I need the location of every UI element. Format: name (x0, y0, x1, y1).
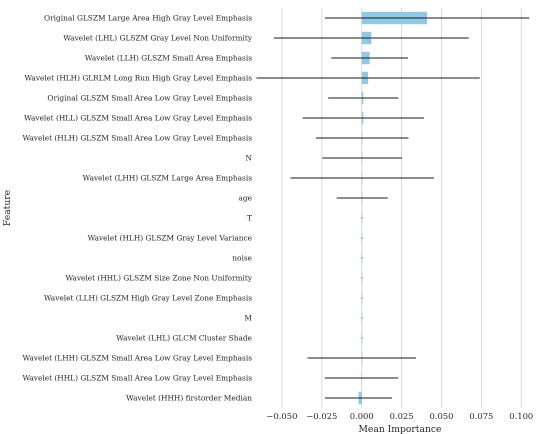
feature-label: Wavelet (HHL) GLSZM Small Area Low Gray … (22, 374, 252, 383)
feature-label: Original GLSZM Large Area High Gray Leve… (44, 14, 252, 23)
feature-label: Wavelet (LHH) GLSZM Large Area Emphasis (83, 174, 253, 183)
feature-label: Wavelet (LLH) GLSZM Small Area Emphasis (85, 54, 252, 63)
feature-label: Wavelet (HHL) GLSZM Size Zone Non Unifor… (65, 274, 252, 283)
feature-label: Wavelet (LLH) GLSZM High Gray Level Zone… (44, 294, 252, 303)
x-tick-label: 0.075 (469, 411, 493, 421)
feature-label: Wavelet (HLL) GLSZM Small Area Low Gray … (24, 114, 252, 123)
x-tick-label: 0.100 (509, 411, 533, 421)
feature-label: Wavelet (HHH) firstorder Median (126, 394, 252, 403)
feature-label: Wavelet (LHL) GLSZM Gray Level Non Unifo… (63, 34, 253, 43)
grid-layer (281, 8, 522, 408)
bar-layer (358, 11, 428, 405)
x-tick-label: −0.050 (266, 411, 297, 421)
x-tick-label: 0.000 (350, 411, 374, 421)
x-tick-label: −0.025 (306, 411, 337, 421)
feature-label: noise (232, 254, 252, 263)
feature-label: T (247, 214, 252, 223)
feature-label: Wavelet (HLH) GLRLM Long Run High Gray L… (24, 74, 252, 83)
x-tick-label: 0.050 (429, 411, 453, 421)
label-layer: −0.050 −0.025 0.000 0.025 0.050 0.075 0.100 Ori… (22, 14, 533, 421)
feature-label: age (238, 194, 252, 203)
feature-label: Original GLSZM Small Area Low Gray Level… (47, 94, 252, 103)
feature-label: N (246, 154, 253, 163)
x-axis-title: Mean Importance (359, 424, 442, 434)
feature-label: Wavelet (LHH) GLSZM Small Area Low Gray … (22, 354, 252, 363)
feature-label: Wavelet (HLH) GLSZM Gray Level Variance (88, 234, 252, 243)
y-axis-title: Feature (2, 190, 13, 226)
errorbar-layer (256, 17, 530, 399)
feature-label: M (244, 314, 252, 323)
feature-label: Wavelet (HLH) GLSZM Small Area Low Gray … (22, 134, 252, 143)
feature-label: Wavelet (LHL) GLCM Cluster Shade (116, 334, 252, 343)
x-tick-label: 0.025 (390, 411, 414, 421)
